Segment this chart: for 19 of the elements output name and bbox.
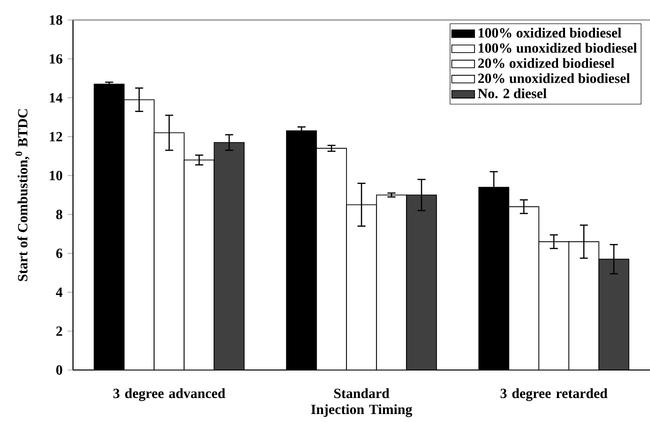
y-axis-title: Start of Combustion,$^{0}$ BTDC — [15, 109, 30, 282]
x-tick-label: 3 degree advanced — [113, 388, 226, 402]
legend-label: 20% unoxidized biodiesel — [478, 73, 630, 84]
y-tick-label: 4 — [56, 288, 62, 297]
y-tick-label: 14 — [50, 93, 62, 102]
y-tick-label: 10 — [50, 170, 62, 180]
legend-label: 20% oxidized biodiesel — [478, 58, 614, 68]
x-tick-label: Standard Injection Timing — [311, 388, 412, 418]
legend-label: No. 2 diesel — [478, 88, 547, 98]
y-tick-label: 0 — [56, 365, 62, 375]
legend-label: 100% oxidized biodiesel — [478, 28, 622, 38]
y-tick-label: 12 — [50, 132, 62, 142]
y-tick-label: 18 — [50, 15, 62, 25]
x-tick-label: 3 degree retarded — [500, 388, 608, 402]
legend-label: 100% unoxidized biodiesel — [478, 42, 637, 53]
y-tick-label: 8 — [56, 210, 62, 220]
y-tick-label: 16 — [50, 54, 62, 64]
y-tick-label: 6 — [56, 248, 62, 258]
y-tick-label: 2 — [56, 326, 62, 336]
